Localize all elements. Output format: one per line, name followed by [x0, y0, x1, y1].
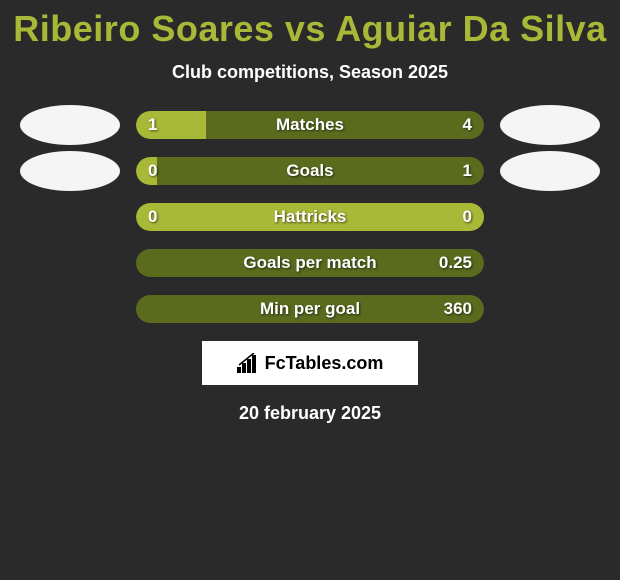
stat-row: 0Hattricks0 [10, 203, 610, 231]
avatar-spacer [500, 249, 600, 277]
avatar-spacer [500, 295, 600, 323]
stat-row: 1Matches4 [10, 111, 610, 139]
bar-value-right: 0 [463, 203, 472, 231]
stat-bar: 0Goals1 [136, 157, 484, 185]
chart-icon [237, 353, 261, 373]
stat-row: 0Goals1 [10, 157, 610, 185]
bar-value-right: 0.25 [439, 249, 472, 277]
avatar-spacer [500, 203, 600, 231]
avatar-left [20, 105, 120, 145]
stat-bar: 1Matches4 [136, 111, 484, 139]
avatar-right [500, 151, 600, 191]
stat-bar: 0Hattricks0 [136, 203, 484, 231]
date-label: 20 february 2025 [0, 403, 620, 424]
stat-bar: Min per goal360 [136, 295, 484, 323]
avatar-right [500, 105, 600, 145]
bar-value-right: 1 [463, 157, 472, 185]
avatar-spacer [20, 295, 120, 323]
stat-row: Goals per match0.25 [10, 249, 610, 277]
stats-area: 1Matches40Goals10Hattricks0Goals per mat… [0, 111, 620, 323]
brand-box[interactable]: FcTables.com [202, 341, 418, 385]
stat-row: Min per goal360 [10, 295, 610, 323]
page-title: Ribeiro Soares vs Aguiar Da Silva [0, 0, 620, 50]
bar-value-right: 4 [463, 111, 472, 139]
bar-label: Goals per match [136, 249, 484, 277]
avatar-spacer [20, 249, 120, 277]
bar-value-right: 360 [444, 295, 472, 323]
avatar-left [20, 151, 120, 191]
brand-label: FcTables.com [265, 353, 384, 374]
bar-label: Goals [136, 157, 484, 185]
stat-bar: Goals per match0.25 [136, 249, 484, 277]
subtitle: Club competitions, Season 2025 [0, 62, 620, 83]
bar-label: Hattricks [136, 203, 484, 231]
bar-label: Matches [136, 111, 484, 139]
avatar-spacer [20, 203, 120, 231]
bar-label: Min per goal [136, 295, 484, 323]
